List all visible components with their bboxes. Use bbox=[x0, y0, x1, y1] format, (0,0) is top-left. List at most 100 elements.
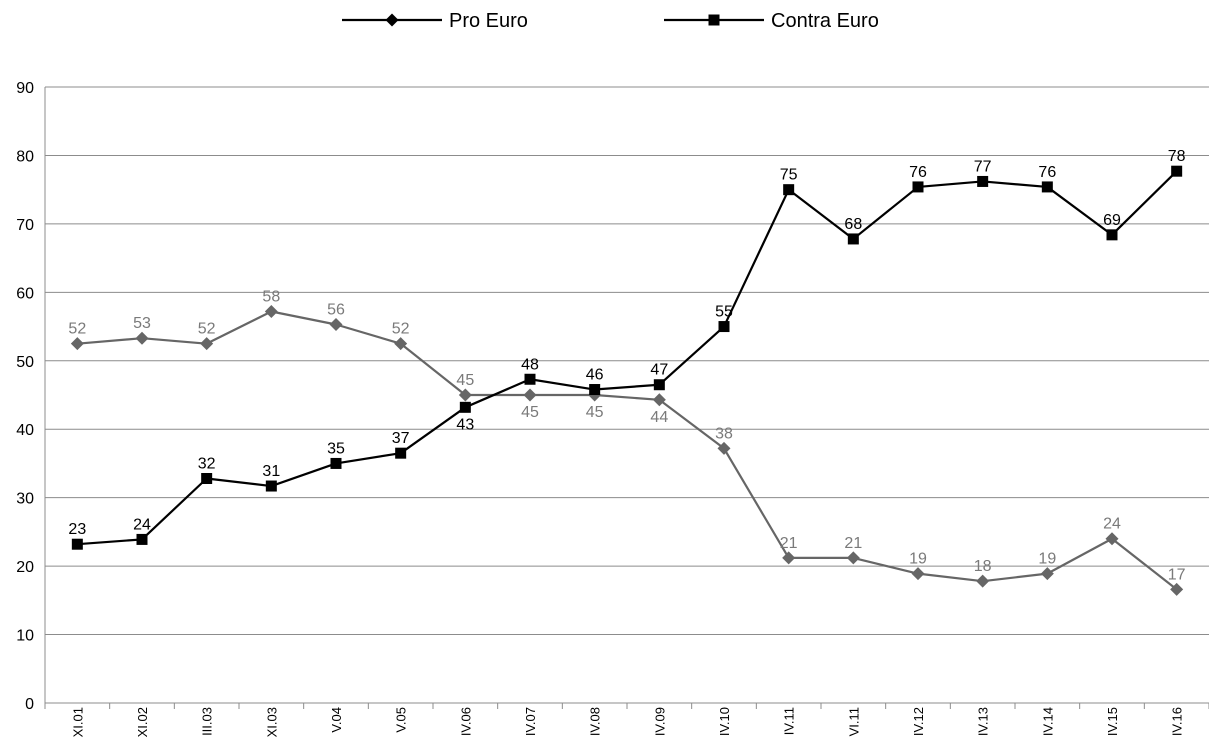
x-axis: XI.01 XI.02 III.03 XI.03 V.04 V.05 IV.06 IV.07 I… bbox=[44, 703, 1209, 737]
data-label: 38 bbox=[715, 425, 733, 442]
data-label: 45 bbox=[456, 372, 474, 389]
data-point bbox=[71, 538, 83, 550]
x-tick-label: XI.02 bbox=[135, 707, 150, 737]
data-label: 23 bbox=[68, 521, 86, 538]
data-labels: 52 53 52 58 56 52 45 45 45 44 38 21 21 19 18 19 24 17 bbox=[68, 288, 1185, 583]
data-point bbox=[200, 337, 214, 351]
data-label: 24 bbox=[1103, 516, 1121, 533]
legend-item: Contra Euro bbox=[664, 10, 879, 32]
x-tick-label: IV.09 bbox=[652, 707, 667, 736]
data-label: 21 bbox=[780, 535, 798, 552]
data-label: 43 bbox=[456, 416, 474, 433]
x-tick-label: IV.14 bbox=[1040, 707, 1055, 736]
data-labels: 23 24 32 31 35 37 43 48 46 47 55 75 68 76 77 76 69 78 bbox=[68, 148, 1185, 538]
x-tick-label: IV.16 bbox=[1170, 707, 1185, 736]
data-point bbox=[653, 379, 665, 391]
data-label: 18 bbox=[974, 558, 992, 575]
data-point bbox=[911, 567, 925, 581]
data-point bbox=[783, 184, 795, 196]
data-label: 55 bbox=[715, 304, 733, 321]
gridlines bbox=[45, 86, 1209, 636]
x-tick-label: IV.13 bbox=[976, 707, 991, 736]
y-tick-label: 40 bbox=[16, 422, 34, 439]
y-tick-label: 50 bbox=[16, 354, 34, 371]
data-point bbox=[458, 388, 472, 402]
data-point bbox=[70, 337, 84, 351]
y-tick-label: 60 bbox=[16, 285, 34, 302]
series-line bbox=[77, 310, 1178, 591]
data-point bbox=[1106, 229, 1118, 241]
data-point bbox=[976, 574, 990, 588]
data-label: 44 bbox=[650, 409, 668, 426]
y-tick-label: 20 bbox=[16, 559, 34, 576]
legend-label: Pro Euro bbox=[449, 10, 528, 32]
y-tick-label: 80 bbox=[16, 148, 34, 165]
legend-marker bbox=[708, 14, 720, 26]
data-point bbox=[201, 473, 213, 485]
y-tick-label: 0 bbox=[25, 696, 34, 713]
data-label: 69 bbox=[1103, 212, 1121, 229]
data-label: 45 bbox=[521, 404, 539, 421]
data-label: 76 bbox=[1038, 164, 1056, 181]
data-point bbox=[264, 304, 278, 318]
x-tick-label: IV.07 bbox=[523, 707, 538, 736]
data-point bbox=[977, 175, 989, 187]
x-tick-label: IV.06 bbox=[458, 707, 473, 736]
x-tick-label: IV.10 bbox=[717, 707, 732, 736]
x-tick-label: III.03 bbox=[200, 707, 215, 736]
series-contra-euro bbox=[71, 165, 1183, 550]
data-point bbox=[523, 388, 537, 402]
data-point bbox=[846, 551, 860, 565]
data-point bbox=[912, 181, 924, 193]
data-point bbox=[394, 337, 408, 351]
data-point bbox=[652, 393, 666, 407]
data-point bbox=[1171, 165, 1183, 177]
data-label: 21 bbox=[844, 535, 862, 552]
series-line bbox=[77, 170, 1178, 546]
data-label: 31 bbox=[262, 463, 280, 480]
data-label: 52 bbox=[68, 321, 86, 338]
data-label: 78 bbox=[1168, 148, 1186, 165]
data-label: 45 bbox=[586, 404, 604, 421]
data-label: 32 bbox=[198, 456, 216, 473]
data-label: 35 bbox=[327, 440, 345, 457]
data-label: 24 bbox=[133, 516, 151, 533]
legend-item: Pro Euro bbox=[342, 10, 528, 32]
data-label: 52 bbox=[392, 321, 410, 338]
series-pro-euro bbox=[70, 304, 1184, 596]
x-tick-label: VI.11 bbox=[846, 707, 861, 736]
data-label: 19 bbox=[1038, 551, 1056, 568]
y-tick-label: 90 bbox=[16, 80, 34, 97]
x-tick-label: V.05 bbox=[394, 707, 409, 733]
x-tick-label: IV.15 bbox=[1105, 707, 1120, 736]
data-point bbox=[847, 233, 859, 245]
data-point bbox=[135, 331, 149, 345]
data-label: 58 bbox=[262, 288, 280, 305]
x-tick-label: IV.11 bbox=[782, 707, 797, 735]
x-tick-label: V.04 bbox=[329, 707, 344, 733]
data-point bbox=[589, 384, 601, 396]
data-label: 37 bbox=[392, 430, 410, 447]
data-point bbox=[718, 321, 730, 333]
y-tick-label: 10 bbox=[16, 628, 34, 645]
data-point bbox=[1040, 567, 1054, 581]
data-point bbox=[265, 480, 277, 492]
data-point bbox=[524, 373, 536, 385]
x-tick-label: IV.08 bbox=[588, 707, 603, 736]
data-label: 46 bbox=[586, 367, 604, 384]
y-tick-label: 70 bbox=[16, 217, 34, 234]
legend: Pro Euro Contra Euro bbox=[342, 10, 879, 32]
data-point bbox=[330, 457, 342, 469]
data-label: 52 bbox=[198, 321, 216, 338]
data-label: 47 bbox=[650, 362, 668, 379]
data-point bbox=[782, 551, 796, 565]
data-label: 75 bbox=[780, 167, 798, 184]
x-tick-label: XI.01 bbox=[70, 707, 85, 737]
data-label: 17 bbox=[1168, 566, 1186, 583]
y-axis: 0 10 20 30 40 50 60 70 80 90 bbox=[16, 80, 34, 713]
data-point bbox=[395, 447, 407, 459]
data-point bbox=[1041, 181, 1053, 193]
data-label: 68 bbox=[844, 216, 862, 233]
x-tick-label: IV.12 bbox=[911, 707, 926, 736]
